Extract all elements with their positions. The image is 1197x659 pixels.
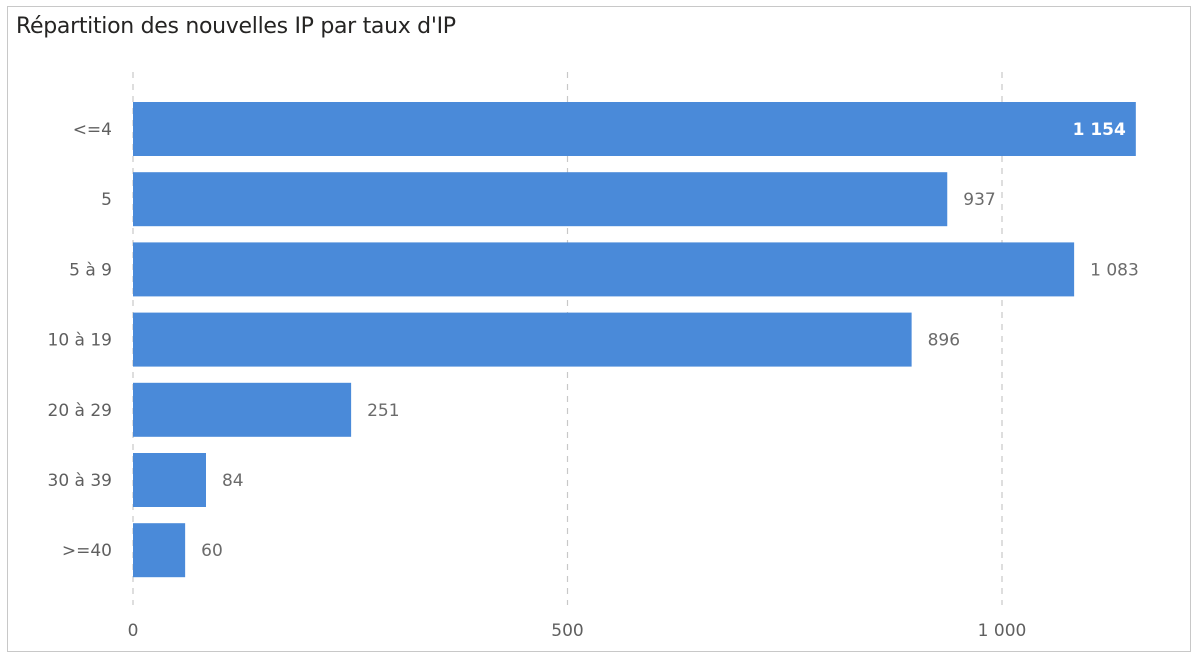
category-label: 10 à 19 <box>48 331 113 351</box>
data-label: 1 154 <box>1073 120 1126 140</box>
x-tick-label: 1 000 <box>978 621 1027 641</box>
data-label: 1 083 <box>1090 260 1139 280</box>
category-label: 20 à 29 <box>48 401 113 421</box>
category-label: 5 <box>101 190 112 210</box>
data-label: 84 <box>222 471 244 491</box>
bar <box>133 382 352 437</box>
data-label: 896 <box>928 331 960 351</box>
x-tick-label: 500 <box>551 621 583 641</box>
bar <box>133 102 1136 156</box>
data-label: 60 <box>201 541 223 561</box>
category-label: >=40 <box>62 541 112 561</box>
category-label: 30 à 39 <box>48 471 113 491</box>
x-tick-label: 0 <box>128 621 139 641</box>
bar <box>133 172 948 227</box>
bar <box>133 453 206 507</box>
chart-title: Répartition des nouvelles IP par taux d'… <box>16 14 456 39</box>
data-label: 251 <box>367 401 399 421</box>
category-label: <=4 <box>73 120 112 140</box>
bar <box>133 312 912 367</box>
data-label: 937 <box>963 190 995 210</box>
bar <box>133 242 1075 297</box>
category-label: 5 à 9 <box>69 260 112 280</box>
bar <box>133 523 186 578</box>
